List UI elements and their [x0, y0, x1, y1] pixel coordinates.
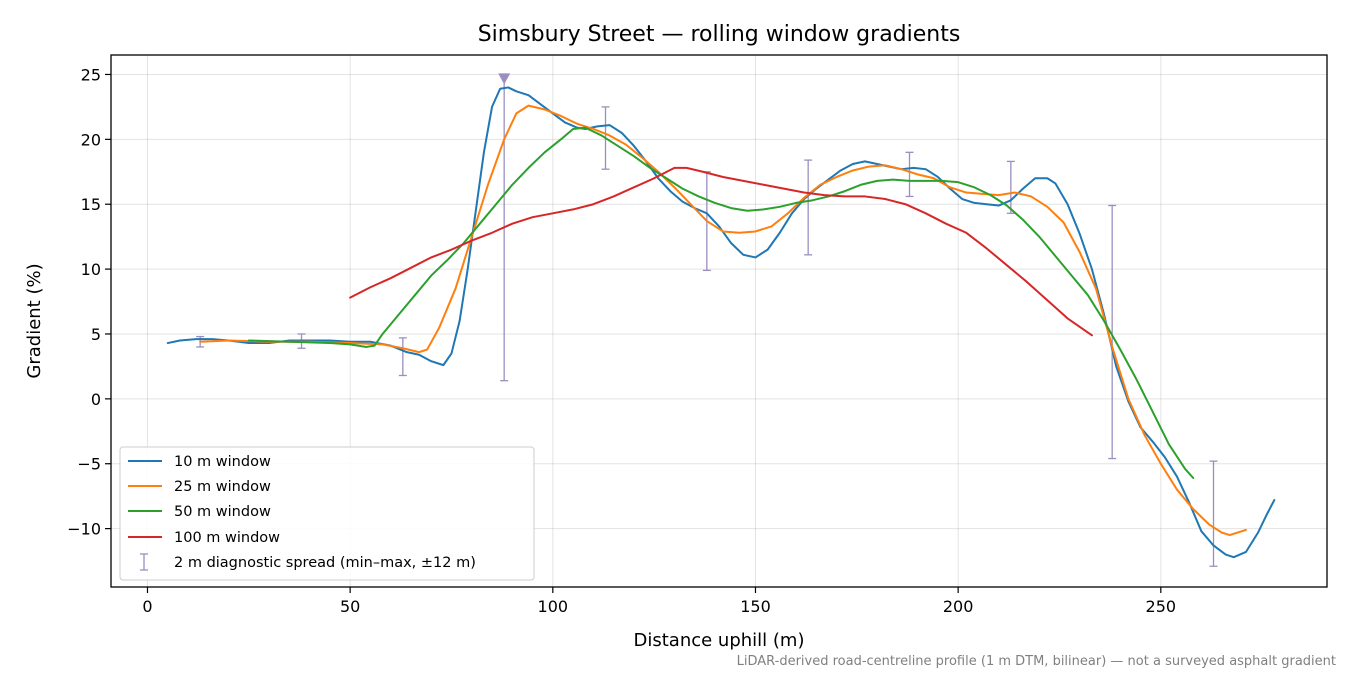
diagnostic-error-bar: [1108, 204, 1117, 460]
diagnostic-error-bar: [905, 151, 914, 198]
x-tick-label: 100: [538, 597, 569, 616]
legend-label-50m: 50 m window: [174, 504, 271, 520]
series-line-50-m-window: [247, 126, 1195, 479]
series-line-100-m-window: [349, 166, 1093, 337]
x-tick-label: 150: [740, 597, 771, 616]
x-tick-label: 0: [142, 597, 152, 616]
axes-frame: [110, 54, 1328, 588]
diagnostic-error-bar: [1209, 460, 1218, 567]
legend-label-10m: 10 m window: [174, 454, 271, 470]
diagnostic-error-bar: [1006, 160, 1015, 214]
legend-label-errorbar: 2 m diagnostic spread (min–max, ±12 m): [174, 555, 476, 571]
legend-box: [119, 446, 535, 581]
peak-marker: [498, 73, 511, 85]
y-tick-label: 20: [81, 130, 101, 149]
plot-area: [166, 73, 1276, 567]
y-tick-label: 25: [81, 65, 101, 84]
y-tick-label: 5: [91, 325, 101, 344]
legend-label-100m: 100 m window: [174, 530, 280, 546]
x-axis-ticks: 0 50 100 150 200 250: [142, 587, 1176, 616]
diagnostic-error-bar: [804, 159, 813, 256]
y-tick-label: 0: [91, 390, 101, 409]
x-tick-label: 250: [1146, 597, 1177, 616]
legend-label-25m: 25 m window: [174, 479, 271, 495]
y-axis-label: Gradient (%): [24, 263, 45, 378]
footnote: LiDAR-derived road-centreline profile (1…: [737, 654, 1336, 669]
y-tick-label: −10: [67, 520, 101, 539]
series-line-25-m-window: [199, 104, 1247, 537]
y-tick-label: 15: [81, 195, 101, 214]
y-axis-ticks: −10 −5 0 5 10 15 20 25: [67, 65, 111, 539]
x-tick-label: 50: [340, 597, 360, 616]
x-axis-label: Distance uphill (m): [634, 630, 805, 651]
x-tick-label: 200: [943, 597, 974, 616]
diagnostic-error-bar: [398, 337, 407, 377]
chart-title: Simsbury Street — rolling window gradien…: [478, 22, 961, 47]
y-tick-label: −5: [77, 455, 101, 474]
y-tick-label: 10: [81, 260, 101, 279]
legend: 10 m window 25 m window 50 m window 100 …: [119, 446, 535, 581]
legend-swatch-errorbar: [140, 553, 148, 571]
